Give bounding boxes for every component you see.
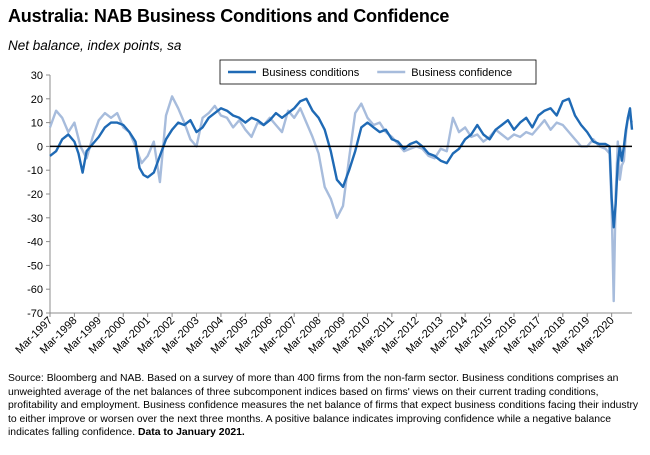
source-note: Source: Bloomberg and NAB. Based on a su… — [8, 372, 644, 440]
y-axis: 30 20 10 0 -10 -20 -30 -40 -50 -60 -70 — [27, 70, 51, 320]
y-tick-label: -20 — [27, 189, 43, 201]
chart-title: Australia: NAB Business Conditions and C… — [8, 6, 450, 26]
y-tick-label: 10 — [31, 118, 43, 130]
y-tick-label: -60 — [27, 284, 43, 296]
business-conditions-line — [49, 97, 634, 229]
legend: Business conditions Business confidence — [219, 59, 537, 85]
source-data-date: Data to January 2021. — [137, 427, 245, 439]
legend-label-business-conditions: Business conditions — [262, 67, 360, 79]
y-tick-label: 0 — [37, 141, 43, 153]
business-confidence-line — [48, 95, 634, 303]
y-tick-label: -50 — [27, 260, 43, 272]
legend-label-business-confidence: Business confidence — [411, 67, 512, 79]
x-axis: Mar-1997Mar-1998Mar-1999Mar-2000Mar-2001… — [13, 312, 632, 356]
chart-subtitle: Net balance, index points, sa — [8, 38, 182, 53]
y-tick-label: -40 — [27, 237, 43, 249]
line-chart: 30 20 10 0 -10 -20 -30 -40 -50 -60 -70 Mar-1997Mar… — [13, 59, 634, 356]
y-tick-label: -10 — [27, 165, 43, 177]
y-tick-label: 20 — [31, 94, 43, 106]
series-lines — [48, 95, 634, 303]
y-tick-label: -70 — [27, 308, 43, 320]
source-text: Source: Bloomberg and NAB. Based on a su… — [8, 373, 639, 439]
y-tick-label: 30 — [31, 70, 43, 82]
y-tick-label: -30 — [27, 213, 43, 225]
